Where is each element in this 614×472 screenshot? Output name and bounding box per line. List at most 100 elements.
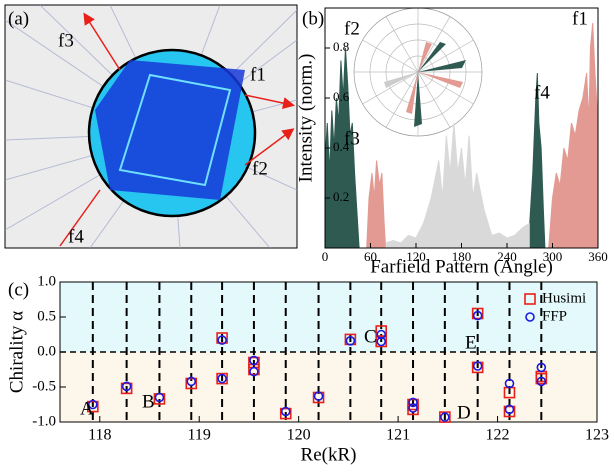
area-line [385, 122, 531, 244]
panel-a: (a) f1 f2 f3 f4 [4, 4, 298, 249]
ffp-point [154, 392, 165, 403]
area-line [366, 160, 387, 249]
y-tick-label: 0.5 [37, 308, 56, 324]
polar-spoke [417, 16, 451, 73]
area-line [548, 22, 599, 249]
area-fill [385, 123, 530, 248]
panel-label: (a) [8, 8, 29, 29]
ffp-point [408, 403, 418, 413]
ffp-point [217, 335, 227, 345]
ffp-point [440, 412, 450, 422]
ffp-point [472, 310, 483, 321]
ray-orbit [95, 60, 245, 200]
x-tick-label: 0 [322, 249, 329, 264]
x-tick-label: 119 [188, 427, 211, 444]
arrow-f2 [244, 128, 295, 166]
resonance-label: D [457, 402, 471, 423]
panel-label: (c) [8, 279, 29, 300]
resonance-label: B [142, 391, 155, 412]
x-tick-label: 120 [406, 249, 426, 264]
y-tick-label: -0.5 [32, 378, 56, 394]
upper-band [60, 282, 597, 352]
resonance-label: C [364, 326, 377, 347]
arrow-f3 [83, 12, 121, 71]
arrow-f4 [59, 189, 101, 247]
y-tick-label: 0.4 [333, 139, 350, 154]
x-tick-label: 60 [364, 249, 377, 264]
x-tick-label: 122 [486, 427, 510, 444]
x-tick-label: 118 [88, 427, 111, 444]
x-axis-label: Re(kR) [301, 444, 357, 465]
polar-inset [353, 7, 483, 137]
y-tick-label: 0.0 [37, 343, 56, 359]
ffp-point [504, 404, 515, 415]
husimi-point [375, 335, 388, 348]
ffp-point [186, 376, 197, 387]
y-tick-label: 0.2 [333, 189, 349, 204]
legend-label: Husimi [542, 290, 586, 306]
x-tick-label: 121 [386, 427, 410, 444]
legend-marker [524, 293, 536, 305]
husimi-point [216, 332, 228, 344]
y-axis-label: Chirality α [6, 311, 27, 393]
x-tick-label: 120 [287, 427, 311, 444]
area-fill [548, 23, 598, 248]
x-tick-label: 180 [452, 249, 472, 264]
polar-lobe [414, 42, 466, 127]
area-fill [529, 73, 545, 248]
x-tick-label: 300 [543, 249, 563, 264]
beam-label: f1 [572, 8, 588, 29]
ffp-point [376, 329, 387, 340]
beam-label: f3 [344, 128, 360, 149]
x-axis-label: Farfield Pattern (Angle) [370, 256, 553, 277]
area-fill [366, 160, 386, 248]
y-tick-label: -1.0 [32, 413, 56, 429]
polar-spoke [417, 71, 474, 105]
ffp-point [376, 336, 387, 347]
x-tick-label: 123 [585, 427, 609, 444]
husimi-point [471, 307, 484, 320]
husimi-point [439, 411, 451, 423]
y-tick-label: 1.0 [37, 273, 56, 289]
polar-spoke [385, 16, 419, 73]
husimi-point [185, 377, 198, 390]
ffp-point [249, 355, 259, 366]
husimi-point [216, 372, 228, 385]
ffp-point [504, 378, 515, 389]
area-fill [325, 48, 360, 248]
polar-spoke [362, 71, 419, 105]
ffp-point [280, 406, 291, 417]
area-line [324, 47, 360, 249]
beam-label: f2 [344, 18, 360, 39]
lower-band [60, 352, 597, 422]
husimi-point [120, 382, 133, 395]
ffp-point [408, 397, 418, 408]
ffp-point [88, 399, 98, 410]
panel-label: (b) [302, 8, 324, 29]
ffp-point [313, 391, 324, 401]
arrow-f1 [244, 94, 295, 109]
beam-label: f4 [68, 226, 84, 247]
beam-label: f2 [252, 158, 268, 179]
x-tick-label: 360 [588, 249, 608, 264]
x-tick-label: 240 [497, 249, 517, 264]
ffp-point [472, 361, 483, 371]
ffp-point [345, 335, 356, 346]
polar-lobe [406, 42, 463, 114]
beam-label: f1 [250, 64, 266, 85]
husimi-point [87, 400, 99, 413]
polar-spoke [385, 71, 419, 128]
area-line [529, 72, 546, 249]
beam-label: f4 [534, 82, 550, 103]
polar-lobe [384, 72, 418, 88]
ffp-point [217, 373, 227, 384]
polar-spoke [417, 71, 451, 128]
y-tick-label: 0.8 [333, 39, 349, 54]
polar-spoke [362, 39, 419, 73]
resonance-label: E [465, 332, 477, 353]
legend-label: FFP [542, 308, 567, 324]
polar-spoke [417, 39, 474, 73]
ffp-point [121, 381, 132, 392]
ffp-point [249, 366, 259, 377]
